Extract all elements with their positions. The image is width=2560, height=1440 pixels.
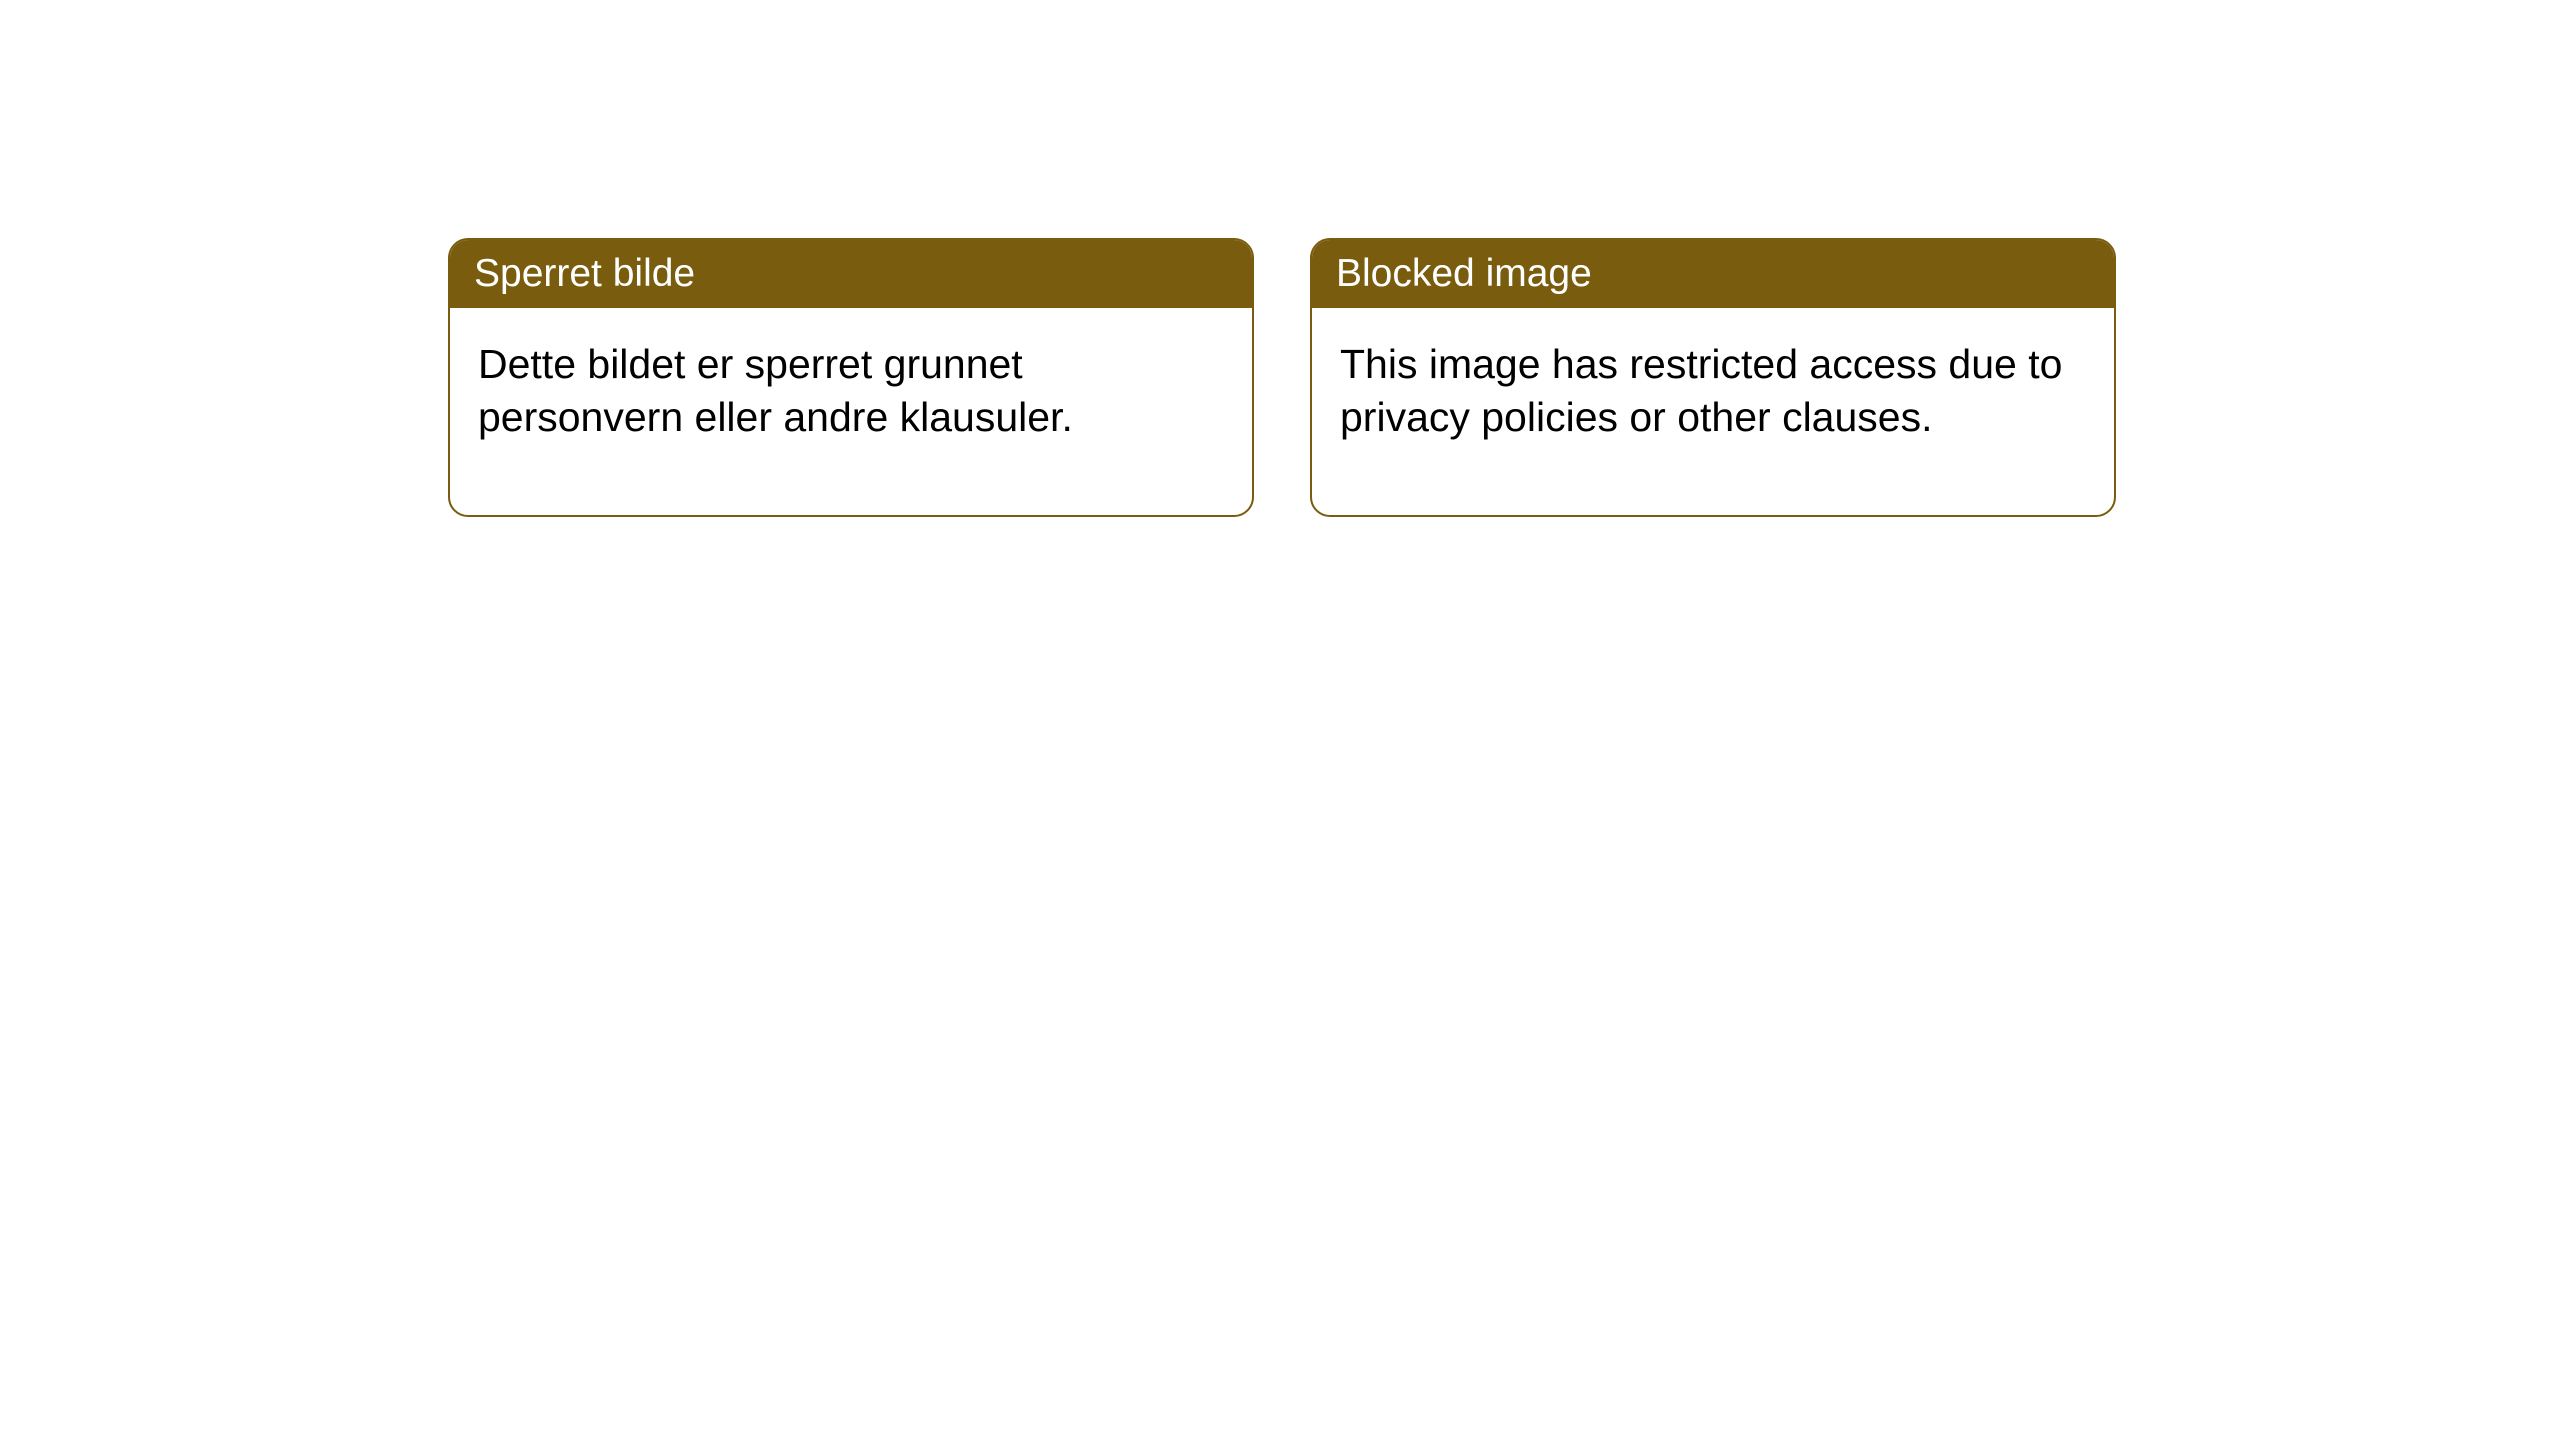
notice-card-norwegian: Sperret bilde Dette bildet er sperret gr… bbox=[448, 238, 1254, 517]
card-body: Dette bildet er sperret grunnet personve… bbox=[450, 308, 1252, 515]
card-body-text: Dette bildet er sperret grunnet personve… bbox=[478, 341, 1073, 440]
notice-card-english: Blocked image This image has restricted … bbox=[1310, 238, 2116, 517]
card-body: This image has restricted access due to … bbox=[1312, 308, 2114, 515]
card-body-text: This image has restricted access due to … bbox=[1340, 341, 2062, 440]
card-title: Sperret bilde bbox=[474, 252, 695, 295]
card-header: Blocked image bbox=[1312, 240, 2114, 308]
notice-cards-container: Sperret bilde Dette bildet er sperret gr… bbox=[448, 238, 2116, 517]
card-title: Blocked image bbox=[1336, 252, 1592, 295]
card-header: Sperret bilde bbox=[450, 240, 1252, 308]
